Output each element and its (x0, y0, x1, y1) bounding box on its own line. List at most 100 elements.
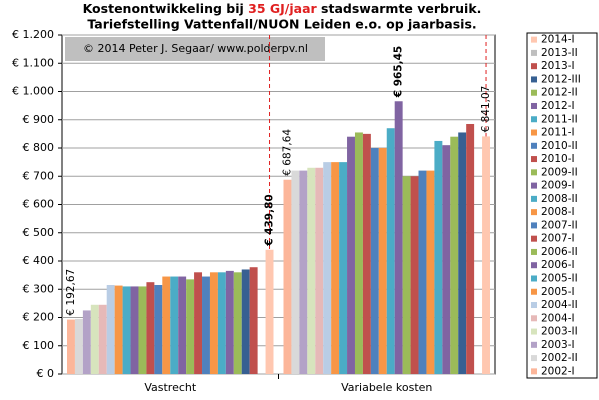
annotation: © 2014 Peter J. Segaar/ www.polderpv.nl (83, 42, 308, 55)
bar (466, 123, 475, 374)
bar (202, 276, 210, 374)
y-tick-label: € 400 (23, 254, 55, 267)
bar (442, 145, 451, 374)
bar (307, 167, 316, 374)
bar (265, 249, 274, 374)
bar (291, 170, 300, 374)
legend-label: 2007-II (541, 219, 578, 231)
title-part: stadswarmte verbruik. (317, 1, 482, 16)
legend-label: 2006-I (541, 259, 575, 271)
y-tick-label: € 100 (23, 339, 55, 352)
legend-label: 2011-II (541, 113, 578, 125)
legend-swatch (531, 116, 537, 123)
legend-label: 2014-I (541, 34, 575, 46)
bar (323, 162, 332, 374)
legend-swatch (531, 328, 537, 335)
bar (410, 176, 419, 374)
legend-swatch (531, 169, 537, 176)
y-tick-label: € 800 (23, 141, 55, 154)
legend-label: 2002-I (541, 365, 575, 377)
value-label: € 439,80 (264, 194, 276, 246)
legend-label: 2005-II (541, 272, 578, 284)
bar (170, 276, 179, 374)
legend-swatch (531, 129, 537, 136)
bar (130, 286, 139, 374)
legend-label: 2009-I (541, 180, 575, 192)
legend-label: 2012-II (541, 87, 578, 99)
y-tick-label: € 1.000 (12, 85, 54, 98)
bar (331, 162, 340, 374)
legend-swatch (531, 341, 537, 348)
title-part: Kostenontwikkeling bij (83, 1, 249, 16)
bar (146, 282, 155, 374)
bar (362, 133, 371, 374)
chart-subtitle: Tariefstelling Vattenfall/NUON Leiden e.… (87, 17, 476, 32)
legend-swatch (531, 288, 537, 295)
legend-swatch (531, 262, 537, 269)
bar (378, 148, 387, 374)
bar (82, 310, 91, 374)
legend-label: 2012-I (541, 100, 575, 112)
bar (233, 272, 242, 374)
bar (241, 269, 250, 374)
bar (339, 162, 348, 374)
title-part: 35 GJ/jaar (248, 1, 317, 16)
bar (370, 148, 379, 374)
y-tick-label: € 1.100 (12, 56, 54, 69)
legend-swatch (531, 368, 537, 375)
value-label: € 841,07 (480, 86, 492, 133)
value-label: € 965,45 (393, 46, 405, 98)
legend-swatch (531, 63, 537, 70)
legend-label: 2008-II (541, 193, 578, 205)
legend-swatch (531, 195, 537, 202)
bar (450, 136, 459, 374)
bar (178, 276, 187, 374)
legend-label: 2005-I (541, 286, 575, 298)
bar (67, 319, 75, 374)
y-tick-label: € 300 (23, 282, 55, 295)
legend-label: 2013-II (541, 47, 578, 59)
bar (347, 136, 355, 374)
legend-swatch (531, 182, 537, 189)
bar (122, 286, 131, 374)
bar (315, 167, 324, 374)
legend-swatch (531, 355, 537, 362)
legend-swatch (531, 315, 537, 322)
legend-swatch (531, 76, 537, 83)
bar (90, 304, 99, 374)
legend-swatch (531, 248, 537, 255)
legend-swatch (531, 49, 537, 56)
legend-swatch (531, 89, 537, 96)
chart-title: Kostenontwikkeling bij 35 GJ/jaar stadsw… (83, 1, 482, 16)
bar (209, 272, 218, 374)
bar (217, 272, 226, 374)
bar (154, 285, 163, 374)
legend-box (526, 32, 598, 379)
bar (394, 101, 403, 374)
bar (162, 276, 171, 374)
bar (458, 132, 467, 374)
legend-label: 2011-I (541, 127, 575, 139)
legend-label: 2010-II (541, 140, 578, 152)
legend-label: 2002-II (541, 352, 578, 364)
x-tick-label: Vastrecht (144, 381, 197, 394)
legend-swatch (531, 156, 537, 163)
y-tick-label: € 1.200 (12, 28, 54, 41)
legend-swatch (531, 275, 537, 282)
bar (299, 170, 308, 374)
legend-swatch (531, 222, 537, 229)
legend-label: 2008-I (541, 206, 575, 218)
bar (249, 267, 258, 374)
bar (354, 132, 363, 374)
legend-label: 2003-II (541, 326, 578, 338)
bar (98, 304, 107, 374)
bar (106, 285, 115, 374)
annotation-box (65, 37, 325, 61)
y-tick-label: € 900 (23, 113, 55, 126)
bar (138, 286, 147, 374)
legend-label: 2007-I (541, 233, 575, 245)
bar (186, 279, 195, 374)
bar (74, 318, 83, 374)
bar (386, 128, 395, 374)
